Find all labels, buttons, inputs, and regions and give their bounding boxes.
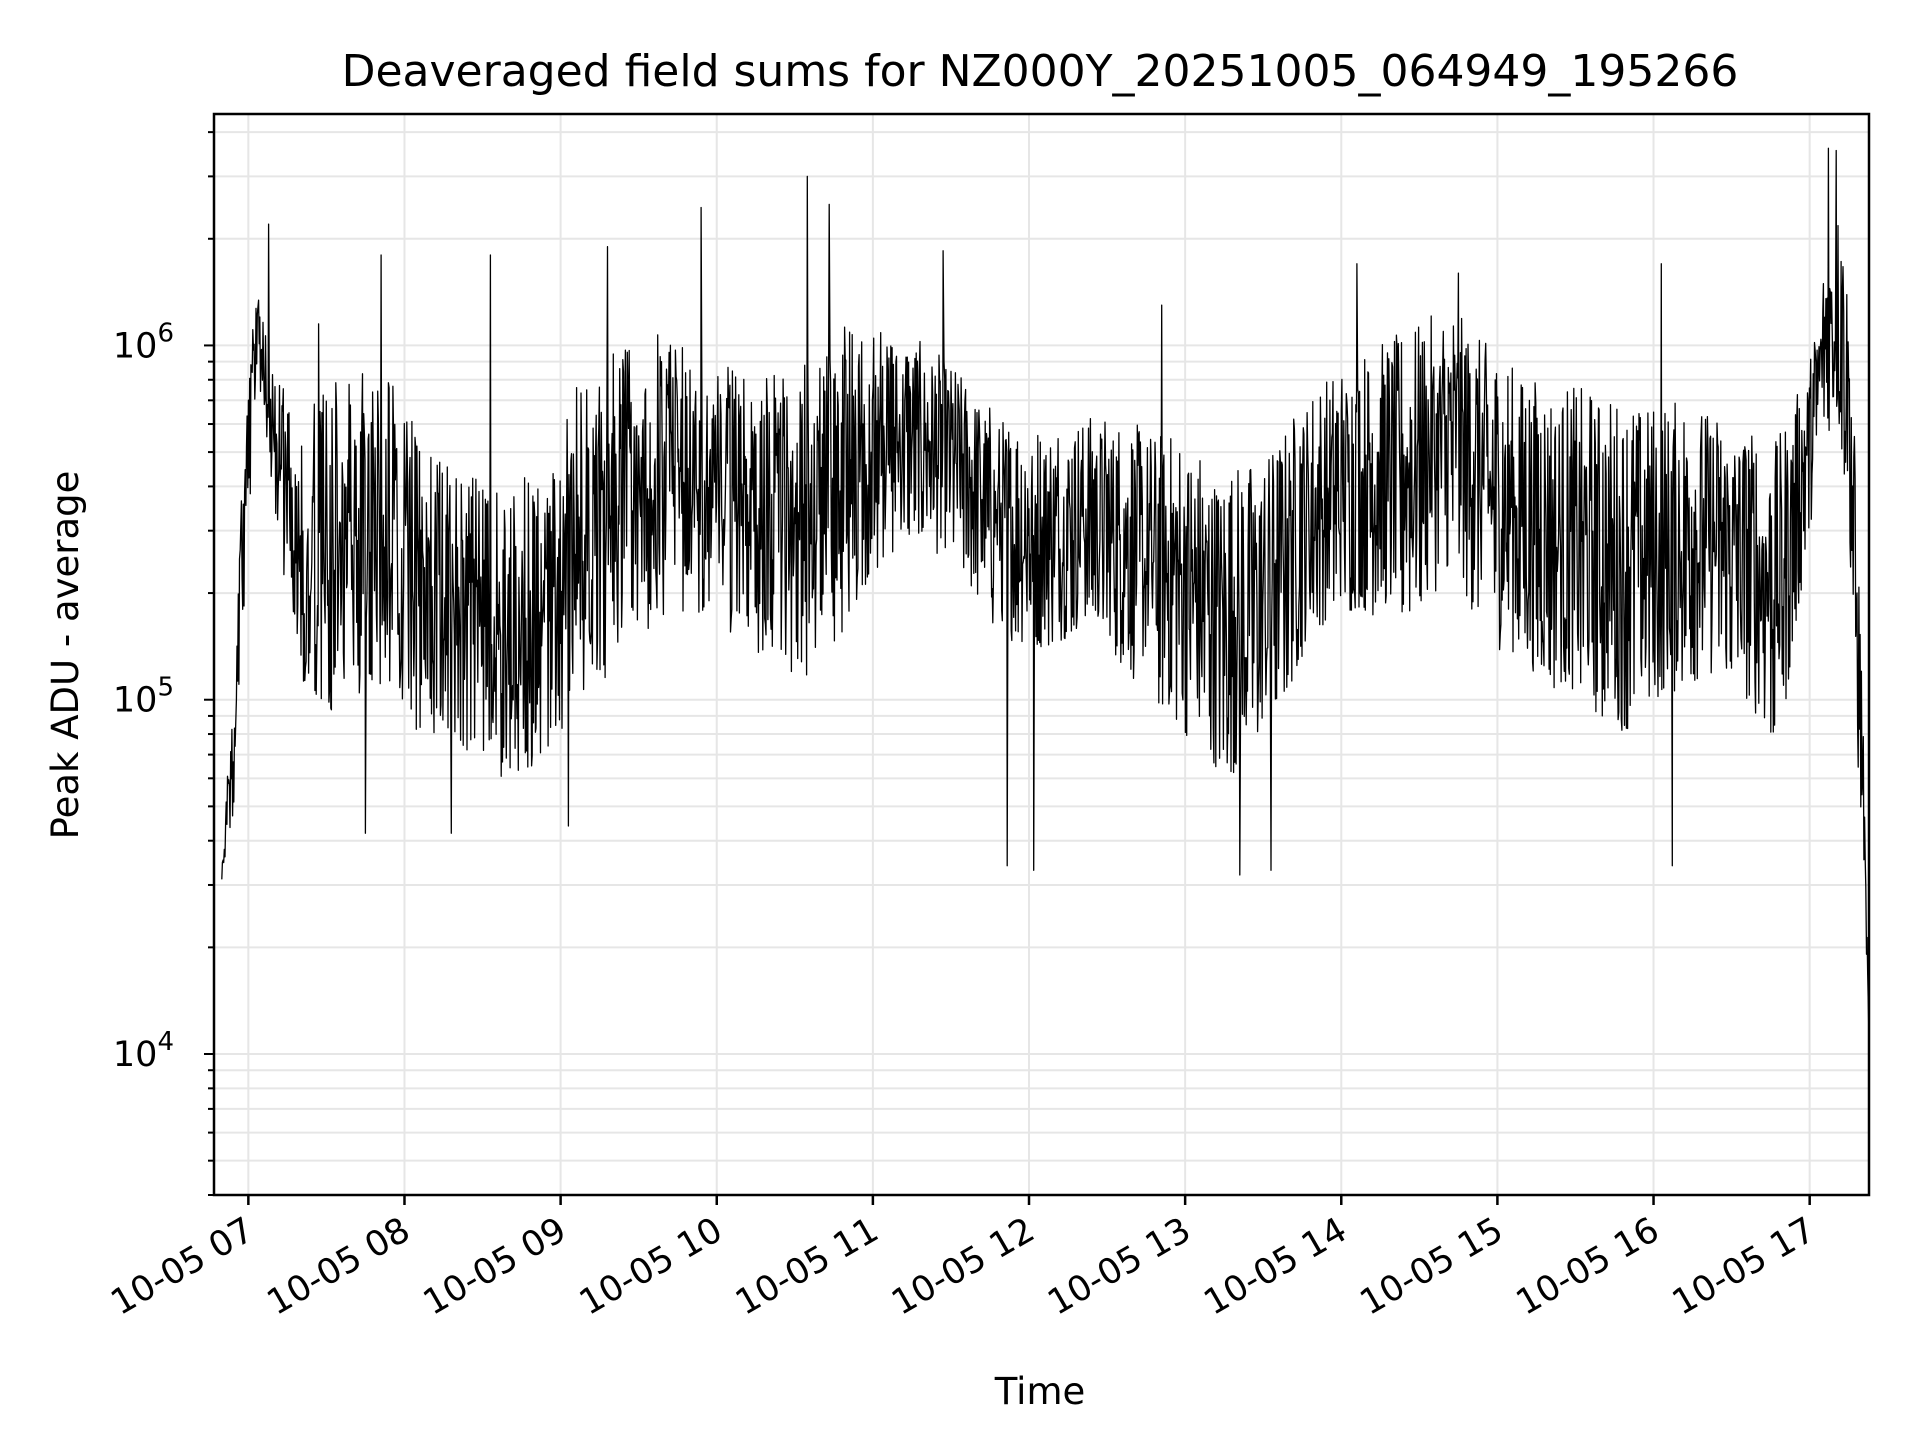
plot-frame: [212, 112, 1871, 1197]
series-line-field-sums: [221, 147, 1870, 1040]
y-tick-label: 106: [113, 318, 174, 366]
y-axis-label: Peak ADU - average: [44, 471, 87, 840]
data-series: [221, 147, 1870, 1040]
y-axis-ticks: 104 105 106: [113, 131, 214, 1196]
chart-title: Deaveraged field sums for NZ000Y_2025100…: [342, 46, 1739, 97]
y-tick-label: 105: [113, 673, 174, 721]
y-tick-label: 104: [113, 1027, 174, 1075]
x-axis-label: Time: [994, 1370, 1086, 1413]
